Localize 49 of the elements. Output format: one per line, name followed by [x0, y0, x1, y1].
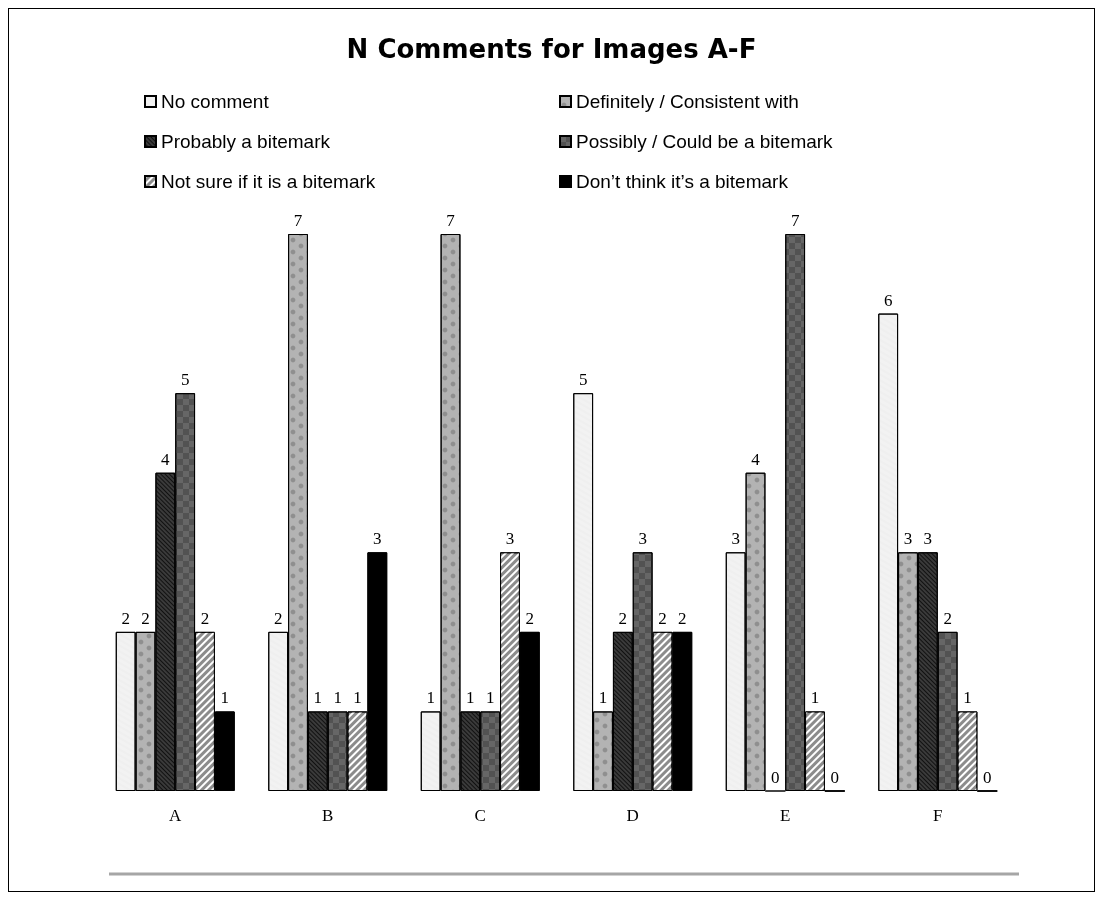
- data-label: 2: [525, 608, 535, 628]
- x-tick-label: B: [322, 806, 334, 825]
- data-label: 1: [353, 688, 362, 708]
- data-label: 3: [638, 529, 647, 549]
- data-label: 1: [810, 688, 820, 708]
- x-tick-label: C: [474, 806, 486, 825]
- legend-label: Don’t think it’s a bitemark: [576, 171, 789, 192]
- data-label: 0: [830, 767, 840, 787]
- data-label: 3: [903, 529, 913, 549]
- legend-label: Probably a bitemark: [161, 131, 331, 152]
- data-label: 7: [293, 211, 303, 230]
- data-label: 3: [923, 529, 933, 549]
- data-label: 3: [731, 529, 740, 549]
- data-label: 2: [943, 608, 952, 628]
- x-tick-label: F: [933, 806, 943, 825]
- data-label: 2: [678, 608, 687, 628]
- data-label: 6: [883, 290, 893, 310]
- data-label: 2: [273, 608, 283, 628]
- data-label: 1: [333, 688, 342, 708]
- data-label: 1: [598, 688, 608, 708]
- data-label: 0: [983, 767, 992, 787]
- x-tick-label: E: [780, 806, 791, 825]
- legend-label: Possibly / Could be a bitemark: [576, 131, 834, 152]
- data-label: 4: [161, 449, 171, 469]
- data-label: 1: [963, 688, 972, 708]
- data-label: 2: [618, 608, 628, 628]
- data-label: 2: [141, 608, 150, 628]
- data-label: 2: [658, 608, 667, 628]
- data-label: 4: [751, 449, 761, 469]
- data-label: 5: [578, 370, 588, 390]
- x-tick-label: D: [626, 806, 639, 825]
- legend-label: No comment: [161, 91, 270, 112]
- legend-label: Not sure if it is a bitemark: [161, 171, 376, 192]
- data-label: 3: [373, 529, 382, 549]
- data-label: 3: [505, 529, 515, 549]
- data-label: 5: [180, 370, 190, 390]
- data-label: 2: [200, 608, 210, 628]
- legend-label: Definitely / Consistent with: [576, 91, 799, 112]
- data-label: 1: [313, 688, 323, 708]
- chart-title: N Comments for Images A-F: [346, 34, 757, 64]
- data-label: 0: [771, 767, 780, 787]
- x-tick-label: A: [169, 806, 183, 825]
- data-label: 1: [426, 688, 435, 708]
- data-label: 2: [121, 608, 130, 628]
- data-label: 1: [466, 688, 475, 708]
- data-label: 1: [220, 688, 230, 708]
- data-label: 1: [485, 688, 495, 708]
- data-label: 7: [446, 211, 456, 230]
- data-label: 7: [790, 211, 800, 230]
